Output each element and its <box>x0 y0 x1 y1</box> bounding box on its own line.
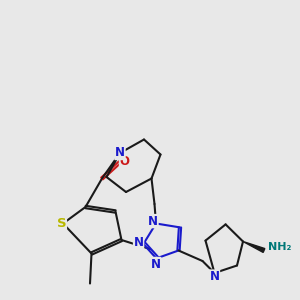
Text: O: O <box>119 155 130 168</box>
Text: N: N <box>115 146 125 160</box>
Text: NH₂: NH₂ <box>268 242 291 253</box>
Text: N: N <box>209 270 220 283</box>
Text: N: N <box>151 257 161 271</box>
Polygon shape <box>243 242 265 252</box>
Text: S: S <box>57 217 66 230</box>
Text: N: N <box>148 214 158 228</box>
Text: N: N <box>134 236 144 249</box>
